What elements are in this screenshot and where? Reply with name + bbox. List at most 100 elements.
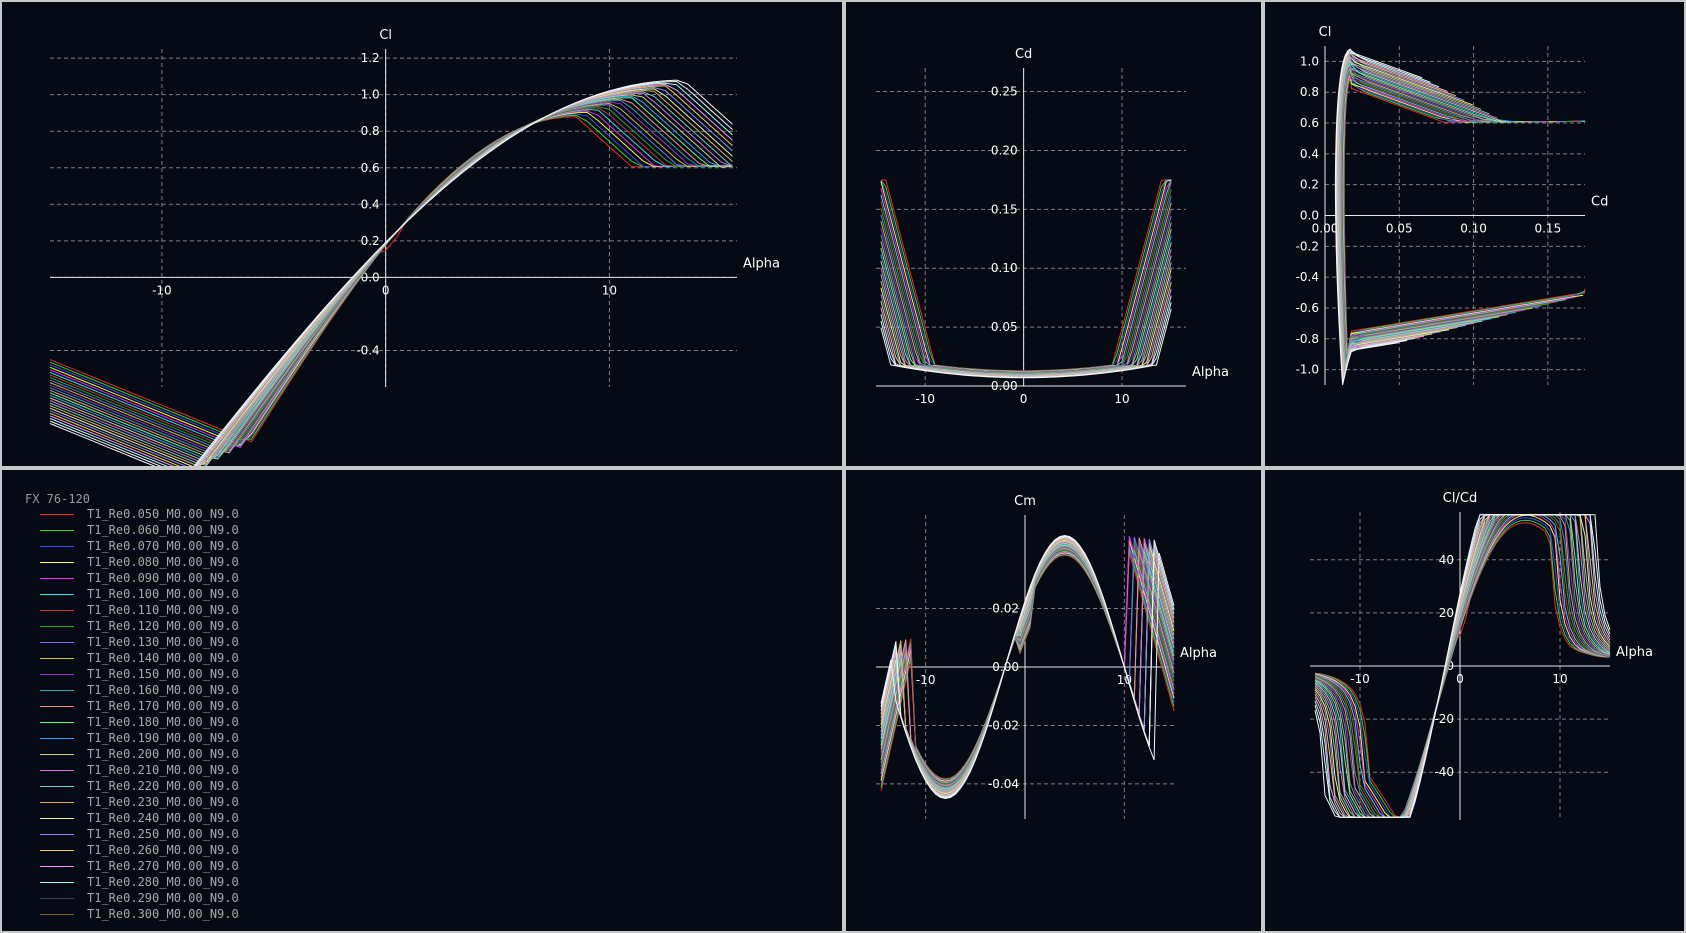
legend-item: T1_Re0.170_M0.00_N9.0 <box>40 698 239 714</box>
legend-swatch <box>40 689 74 691</box>
x-tick-label: -10 <box>916 673 936 687</box>
legend-swatch <box>40 833 74 835</box>
legend-item: T1_Re0.140_M0.00_N9.0 <box>40 650 239 666</box>
series-group <box>49 79 733 466</box>
series-group <box>880 534 1175 800</box>
legend-swatch <box>40 897 74 899</box>
clcd-alpha-chart: -10 0 10 -40 -20 0 20 40 Alpha Cl/Cd <box>1310 491 1653 820</box>
legend-item: T1_Re0.080_M0.00_N9.0 <box>40 554 239 570</box>
legend-label: T1_Re0.100_M0.00_N9.0 <box>87 587 239 601</box>
cl-cd-polar-chart-panel: 0.00 0.05 0.10 0.15 -1.0 -0.8 -0.6 -0.4 -0.2 0.0 0… <box>1265 2 1684 466</box>
x-tick-label: 10 <box>1552 672 1567 686</box>
legend-label: T1_Re0.220_M0.00_N9.0 <box>87 779 239 793</box>
legend-label: T1_Re0.060_M0.00_N9.0 <box>87 523 239 537</box>
cm-alpha-chart-panel: -10 10 -0.04 -0.02 0.00 0.02 Alpha Cm <box>846 470 1261 931</box>
y-tick-label: 0.05 <box>991 320 1018 334</box>
legend-item: T1_Re0.200_M0.00_N9.0 <box>40 746 239 762</box>
y-tick-label: -40 <box>1434 765 1454 779</box>
x-tick-label: 0.00 <box>1312 222 1339 236</box>
y-tick-label: -0.8 <box>1296 332 1319 346</box>
legend-item: T1_Re0.290_M0.00_N9.0 <box>40 890 239 906</box>
y-tick-label: 0 <box>1446 659 1454 673</box>
y-tick-label: 20 <box>1439 606 1454 620</box>
legend-label: T1_Re0.210_M0.00_N9.0 <box>87 763 239 777</box>
legend-item: T1_Re0.260_M0.00_N9.0 <box>40 842 239 858</box>
legend-swatch <box>40 721 74 723</box>
y-tick-label: -0.4 <box>1296 270 1319 284</box>
legend-swatch <box>40 657 74 659</box>
legend-item: T1_Re0.060_M0.00_N9.0 <box>40 522 239 538</box>
legend-swatch <box>40 609 74 611</box>
series-line <box>49 98 733 460</box>
legend-label: T1_Re0.200_M0.00_N9.0 <box>87 747 239 761</box>
y-tick-label: 0.00 <box>992 660 1019 674</box>
series-line <box>49 107 733 449</box>
legend-item: T1_Re0.110_M0.00_N9.0 <box>40 602 239 618</box>
series-line <box>49 79 733 466</box>
legend-item: T1_Re0.210_M0.00_N9.0 <box>40 762 239 778</box>
x-tick-label: 0.10 <box>1460 222 1487 236</box>
cl-cd-polar-chart: 0.00 0.05 0.10 0.15 -1.0 -0.8 -0.6 -0.4 -0.2 0.0 0… <box>1296 25 1608 386</box>
x-tick-label: 0 <box>382 283 390 297</box>
y-tick-label: 0.2 <box>1300 178 1319 192</box>
series-line <box>880 308 1172 379</box>
legend-swatch <box>40 545 74 547</box>
y-tick-label: 1.0 <box>361 88 380 102</box>
legend-item: T1_Re0.150_M0.00_N9.0 <box>40 666 239 682</box>
y-tick-label: 0.8 <box>1300 85 1319 99</box>
series-line <box>49 99 733 457</box>
x-tick-label: 0 <box>1456 672 1464 686</box>
y-tick-label: 0.4 <box>361 197 380 211</box>
legend-swatch <box>40 753 74 755</box>
y-tick-label: -0.6 <box>1296 301 1319 315</box>
legend-item: T1_Re0.230_M0.00_N9.0 <box>40 794 239 810</box>
y-tick-label: 0.6 <box>1300 116 1319 130</box>
x-tick-label: -10 <box>915 392 935 406</box>
x-axis-label: Cd <box>1591 195 1608 210</box>
legend-swatch <box>40 769 74 771</box>
legend-label: T1_Re0.150_M0.00_N9.0 <box>87 667 239 681</box>
legend-item: T1_Re0.100_M0.00_N9.0 <box>40 586 239 602</box>
x-axis-label: Alpha <box>1192 365 1229 380</box>
legend-label: T1_Re0.160_M0.00_N9.0 <box>87 683 239 697</box>
legend-item: T1_Re0.300_M0.00_N9.0 <box>40 906 239 922</box>
y-axis-label: Cl <box>379 28 392 43</box>
legend-swatch <box>40 881 74 883</box>
legend-item: T1_Re0.280_M0.00_N9.0 <box>40 874 239 890</box>
legend-list: T1_Re0.050_M0.00_N9.0 T1_Re0.060_M0.00_N9… <box>40 506 239 922</box>
legend-label: T1_Re0.290_M0.00_N9.0 <box>87 891 239 905</box>
y-tick-label: 0.02 <box>992 602 1019 616</box>
clcd-alpha-chart-panel: -10 0 10 -40 -20 0 20 40 Alpha Cl/Cd <box>1265 470 1684 931</box>
legend-item: T1_Re0.190_M0.00_N9.0 <box>40 730 239 746</box>
y-tick-label: 0.6 <box>361 161 380 175</box>
cd-alpha-chart-panel: -10 0 10 0.00 0.05 0.10 0.15 0.20 0.25 Alpha Cd <box>846 2 1261 466</box>
y-tick-label: 0.20 <box>991 143 1018 157</box>
cl-alpha-chart: -10 0 10 -0.4 0.0 0.2 0.4 0.6 0.8 1.0 1.2 Alpha Cl <box>49 28 780 466</box>
y-tick-label: 1.2 <box>361 51 380 65</box>
legend-label: T1_Re0.180_M0.00_N9.0 <box>87 715 239 729</box>
x-tick-label: -10 <box>152 283 172 297</box>
legend-item: T1_Re0.180_M0.00_N9.0 <box>40 714 239 730</box>
legend-item: T1_Re0.160_M0.00_N9.0 <box>40 682 239 698</box>
legend-swatch <box>40 561 74 563</box>
legend-label: T1_Re0.260_M0.00_N9.0 <box>87 843 239 857</box>
legend-label: T1_Re0.170_M0.00_N9.0 <box>87 699 239 713</box>
series-group <box>1314 514 1611 818</box>
legend-swatch <box>40 801 74 803</box>
legend-swatch <box>40 577 74 579</box>
x-axis-label: Alpha <box>1180 646 1217 661</box>
y-tick-label: 0.15 <box>991 202 1018 216</box>
x-tick-label: 0.05 <box>1386 222 1413 236</box>
legend-label: T1_Re0.190_M0.00_N9.0 <box>87 731 239 745</box>
x-tick-label: 0.15 <box>1534 222 1561 236</box>
series-line <box>880 179 1172 372</box>
x-tick-label: 0 <box>1020 392 1028 406</box>
series-line <box>1314 522 1610 818</box>
legend-swatch <box>40 737 74 739</box>
legend-swatch <box>40 785 74 787</box>
series-group <box>880 179 1172 379</box>
legend-swatch <box>40 705 74 707</box>
y-tick-label: 0.10 <box>991 261 1018 275</box>
y-axis-label: Cm <box>1014 494 1036 509</box>
legend-item: T1_Re0.130_M0.00_N9.0 <box>40 634 239 650</box>
